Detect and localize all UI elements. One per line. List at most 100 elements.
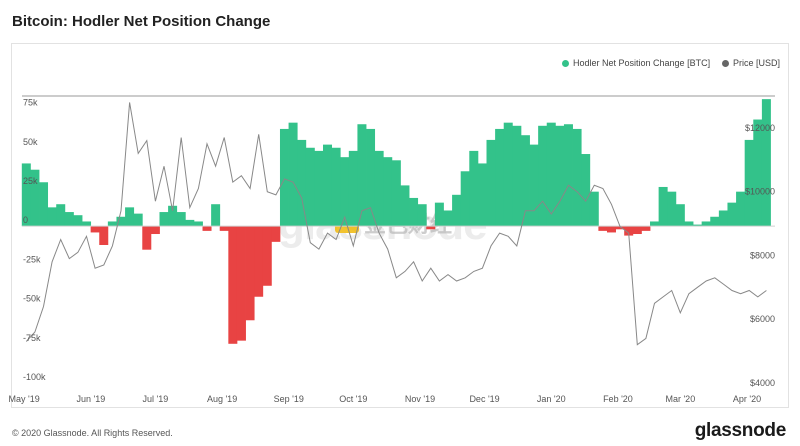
- bar-42: [383, 157, 393, 227]
- bar-45: [409, 197, 419, 227]
- legend-item-hodler[interactable]: Hodler Net Position Change [BTC]: [562, 58, 710, 68]
- bar-65: [581, 154, 591, 227]
- bar-41: [374, 150, 384, 227]
- bar-71: [632, 226, 642, 235]
- bar-10: [107, 221, 117, 227]
- bar-14: [142, 226, 152, 250]
- bar-21: [202, 226, 212, 231]
- bar-44: [400, 185, 410, 227]
- bar-18: [176, 212, 186, 227]
- bar-59: [529, 144, 539, 227]
- bar-12: [125, 207, 135, 227]
- legend-label-price: Price [USD]: [733, 58, 781, 68]
- bar-74: [658, 186, 668, 227]
- bar-32: [297, 139, 307, 227]
- x-tick-label: Jul '19: [143, 394, 169, 404]
- bar-78: [693, 224, 703, 227]
- bar-1: [30, 169, 40, 227]
- bar-31: [288, 122, 298, 227]
- bar-75: [667, 191, 677, 227]
- bar-36: [331, 147, 341, 227]
- bar-15: [150, 226, 160, 235]
- bar-60: [538, 125, 548, 227]
- bar-38: [348, 150, 358, 227]
- bar-54: [486, 139, 496, 227]
- bar-73: [650, 221, 660, 227]
- x-tick-label: Oct '19: [339, 394, 367, 404]
- y-right-tick-label: $6000: [750, 314, 775, 324]
- y-left-tick-label: -50k: [23, 294, 41, 304]
- legend-dot-icon: [562, 59, 569, 67]
- bar-56: [503, 122, 513, 227]
- bar-20: [193, 221, 203, 227]
- bar-40: [366, 128, 376, 227]
- bar-29: [271, 226, 281, 242]
- bar-46: [417, 204, 427, 227]
- x-tick-label: Mar '20: [665, 394, 695, 404]
- bar-57: [512, 125, 522, 227]
- glassnode-logo: glassnode: [694, 420, 787, 441]
- bar-51: [460, 171, 470, 227]
- y-right-tick-label: $8000: [750, 250, 775, 260]
- bar-43: [391, 160, 401, 227]
- bar-61: [546, 122, 556, 227]
- bar-79: [701, 221, 711, 227]
- x-tick-label: May '19: [9, 394, 40, 404]
- x-tick-label: Jun '19: [76, 394, 105, 404]
- bar-70: [624, 226, 634, 236]
- bar-72: [641, 226, 651, 231]
- bar-66: [589, 191, 599, 227]
- x-tick-label: Feb '20: [603, 394, 633, 404]
- bar-82: [727, 202, 737, 227]
- bar-33: [305, 147, 315, 227]
- bar-83: [736, 191, 746, 227]
- bar-2: [39, 182, 49, 227]
- bar-4: [56, 204, 66, 227]
- x-tick-label: Jan '20: [537, 394, 566, 404]
- bar-24: [228, 226, 238, 344]
- y-left-tick-label: 0: [23, 215, 28, 225]
- bar-49: [443, 210, 453, 227]
- legend-label-hodler: Hodler Net Position Change [BTC]: [573, 58, 711, 68]
- bar-0: [21, 163, 31, 227]
- legend-item-price[interactable]: Price [USD]: [722, 58, 780, 68]
- bar-7: [82, 221, 92, 227]
- bar-64: [572, 128, 582, 227]
- bar-22: [211, 204, 221, 227]
- copyright-text: © 2020 Glassnode. All Rights Reserved.: [12, 428, 173, 438]
- bar-80: [710, 216, 720, 227]
- bar-58: [520, 135, 530, 227]
- bar-23: [219, 226, 229, 231]
- bar-37: [340, 157, 350, 227]
- y-right-tick-label: $4000: [750, 378, 775, 388]
- bar-28: [262, 226, 272, 286]
- bar-35: [323, 144, 333, 227]
- bar-25: [236, 226, 246, 341]
- bar-85: [753, 119, 763, 227]
- x-tick-label: Aug '19: [207, 394, 237, 404]
- bar-47: [426, 226, 436, 230]
- bar-26: [245, 226, 255, 321]
- bar-13: [133, 213, 143, 227]
- bar-81: [718, 210, 728, 227]
- bar-52: [469, 150, 479, 227]
- bar-19: [185, 219, 195, 227]
- bar-62: [555, 125, 565, 227]
- x-tick-label: Apr '20: [733, 394, 761, 404]
- bar-11: [116, 216, 126, 227]
- bar-27: [254, 226, 264, 297]
- y-left-tick-label: 25k: [23, 176, 38, 186]
- legend-dot-icon: [722, 59, 729, 67]
- bar-30: [279, 128, 289, 227]
- y-left-tick-label: 75k: [23, 98, 38, 108]
- bar-34: [314, 150, 324, 227]
- y-right-tick-label: $12000: [745, 123, 775, 133]
- x-tick-label: Sep '19: [274, 394, 304, 404]
- x-tick-label: Dec '19: [469, 394, 499, 404]
- bar-63: [563, 124, 573, 227]
- bar-48: [434, 202, 444, 227]
- bar-84: [744, 139, 754, 227]
- bar-6: [73, 215, 83, 227]
- bar-68: [606, 226, 616, 233]
- bar-9: [99, 226, 109, 245]
